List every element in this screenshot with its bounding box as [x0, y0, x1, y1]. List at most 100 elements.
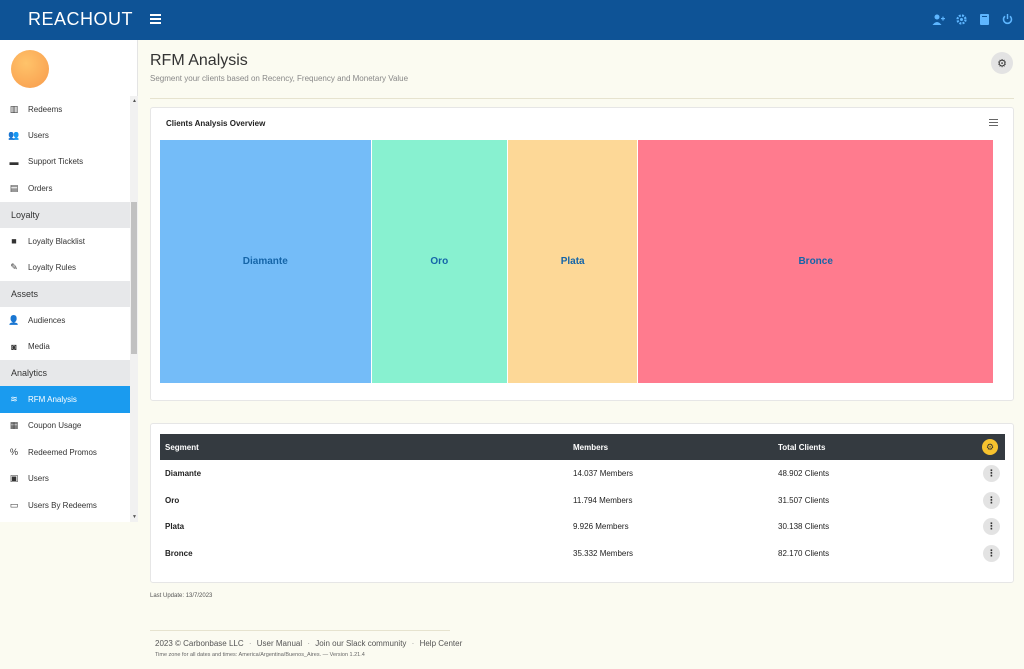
book-icon[interactable]: [978, 13, 991, 26]
id-card-icon: ▭: [9, 499, 19, 510]
cell-members: 11.794 Members: [573, 495, 633, 505]
scroll-up-icon[interactable]: ▲: [132, 98, 137, 104]
treemap-cell-label: Diamante: [242, 256, 288, 267]
sidebar-item-loyalty-blacklist[interactable]: ■ Loyalty Blacklist: [0, 228, 130, 254]
chart-menu-icon[interactable]: [989, 119, 998, 127]
sidebar-scrollbar[interactable]: ▲ ▼: [130, 96, 138, 522]
treemap-cell-diamante[interactable]: Diamante: [160, 140, 372, 383]
footer-timezone-info: Time zone for all dates and times: Ameri…: [155, 652, 365, 658]
sidebar-item-label: Coupon Usage: [28, 421, 82, 431]
table-header: Segment Members Total Clients ⚙: [160, 434, 1005, 460]
sidebar-item-label: Audiences: [28, 315, 66, 325]
cell-members: 14.037 Members: [573, 469, 634, 478]
sidebar-item-users[interactable]: 👥 Users: [0, 122, 130, 148]
last-update: Last Update: 13/7/2023: [150, 593, 213, 599]
receipt-icon: ▤: [9, 182, 19, 193]
header-members[interactable]: Members: [573, 443, 609, 452]
row-actions-button[interactable]: ⋮: [983, 465, 1000, 482]
segments-table-card: Segment Members Total Clients ⚙ Diamante…: [150, 423, 1014, 583]
sidebar-item-label: Media: [28, 342, 50, 352]
treemap-cell-oro[interactable]: Oro: [371, 140, 508, 383]
cell-segment: Oro: [165, 495, 180, 505]
header-divider: [150, 98, 1014, 99]
gear-icon[interactable]: [955, 13, 968, 26]
cell-total-clients: 30.138 Clients: [778, 522, 830, 531]
sidebar-item-audiences[interactable]: 👤 Audiences: [0, 307, 130, 333]
page-settings-button[interactable]: ⚙: [991, 52, 1013, 74]
table-row: Bronce 35.332 Members 82.170 Clients ⋮: [160, 540, 1005, 567]
sidebar-item-label: Loyalty Blacklist: [28, 236, 85, 246]
header-segment[interactable]: Segment: [165, 443, 199, 452]
treemap-cell-label: Oro: [430, 256, 449, 267]
scroll-down-icon[interactable]: ▼: [132, 514, 137, 520]
menu-toggle-icon[interactable]: [150, 14, 161, 24]
sidebar-item-label: Redeems: [28, 104, 63, 114]
table-row: Oro 11.794 Members 31.507 Clients ⋮: [160, 487, 1005, 514]
camera-icon: ◙: [11, 341, 17, 352]
header-total-clients[interactable]: Total Clients: [778, 443, 826, 452]
power-icon[interactable]: [1001, 13, 1014, 26]
top-icons: [932, 13, 1014, 26]
barcode-icon: ▥: [9, 103, 19, 114]
cell-members: 35.332 Members: [573, 548, 634, 558]
footer-divider: [150, 630, 450, 631]
treemap-cell-bronce[interactable]: Bronce: [638, 140, 994, 383]
more-vertical-icon: ⋮: [987, 547, 996, 558]
sidebar-item-label: Support Tickets: [28, 157, 84, 167]
footer-link-slack[interactable]: Join our Slack community: [315, 639, 407, 648]
footer: 2023 © Carbonbase LLC · User Manual · Jo…: [155, 639, 465, 648]
sidebar-item-label: Users By Redeems: [28, 500, 97, 510]
sidebar-item-rfm-analysis[interactable]: ≋ RFM Analysis: [0, 386, 130, 413]
user-gear-icon: 👤: [8, 314, 20, 325]
sidebar-item-orders[interactable]: ▤ Orders: [0, 175, 130, 201]
footer-separator: ·: [307, 639, 311, 648]
footer-link-help-center[interactable]: Help Center: [419, 639, 463, 648]
sidebar-item-label: RFM Analysis: [28, 394, 77, 404]
row-actions-button[interactable]: ⋮: [983, 518, 1000, 535]
sidebar-section-loyalty: Loyalty: [0, 201, 130, 228]
avatar[interactable]: [11, 50, 49, 88]
row-actions-button[interactable]: ⋮: [983, 491, 1000, 509]
clients-analysis-card: Clients Analysis Overview Diamante Oro Pla…: [150, 107, 1014, 401]
cell-total-clients: 31.507 Clients: [778, 495, 830, 505]
sidebar-item-media[interactable]: ◙ Media: [0, 334, 130, 360]
bag-icon: ■: [11, 236, 17, 247]
sidebar-item-label: Users: [28, 474, 49, 484]
top-bar: REACHOUT: [0, 0, 1024, 40]
chart-title: Clients Analysis Overview: [166, 119, 266, 128]
gear-icon: ⚙: [985, 441, 995, 452]
user-plus-icon[interactable]: [932, 13, 945, 26]
sidebar-item-label: Users: [28, 131, 49, 141]
sidebar-item-coupon-usage[interactable]: ▦ Coupon Usage: [0, 413, 130, 439]
footer-separator: ·: [411, 639, 415, 648]
row-actions-button[interactable]: ⋮: [983, 544, 1000, 562]
sidebar-item-label: Orders: [28, 183, 53, 193]
footer-separator: ·: [248, 639, 252, 648]
users-icon: 👥: [8, 130, 20, 141]
sidebar-item-label: Loyalty Rules: [28, 263, 77, 273]
scroll-thumb[interactable]: [131, 202, 137, 354]
sidebar-item-redeemed-promos[interactable]: % Redeemed Promos: [0, 439, 130, 465]
treemap-cell-label: Bronce: [798, 256, 833, 267]
footer-link-user-manual[interactable]: User Manual: [256, 639, 303, 648]
sidebar-item-users[interactable]: ▣ Users: [0, 465, 130, 491]
sidebar-item-users-by-redeems[interactable]: ▭ Users By Redeems: [0, 492, 130, 518]
sidebar: ▥ Redeems 👥 Users ▬ Support Tickets ▤ Orders Loy…: [0, 40, 138, 522]
more-vertical-icon: ⋮: [987, 521, 996, 531]
cell-members: 9.926 Members: [573, 522, 629, 531]
treemap-cell-plata[interactable]: Plata: [507, 140, 639, 383]
sidebar-section-analytics: Analytics: [0, 359, 130, 387]
treemap-chart: Diamante Oro Plata Bronce: [160, 140, 994, 383]
cell-segment: Plata: [165, 522, 185, 531]
app-logo[interactable]: REACHOUT: [28, 9, 134, 29]
id-badge-icon: ▣: [9, 473, 19, 484]
qr-icon: ▦: [9, 420, 19, 431]
more-vertical-icon: ⋮: [987, 494, 996, 505]
sidebar-item-support-tickets[interactable]: ▬ Support Tickets: [0, 149, 130, 175]
ticket-icon: ▬: [9, 156, 19, 167]
sidebar-item-loyalty-rules[interactable]: ✎ Loyalty Rules: [0, 254, 130, 280]
cell-total-clients: 82.170 Clients: [778, 548, 830, 558]
sidebar-item-redeems[interactable]: ▥ Redeems: [0, 96, 130, 122]
footer-copyright: 2023 © Carbonbase LLC: [155, 639, 244, 648]
table-settings-button[interactable]: ⚙: [982, 439, 998, 455]
